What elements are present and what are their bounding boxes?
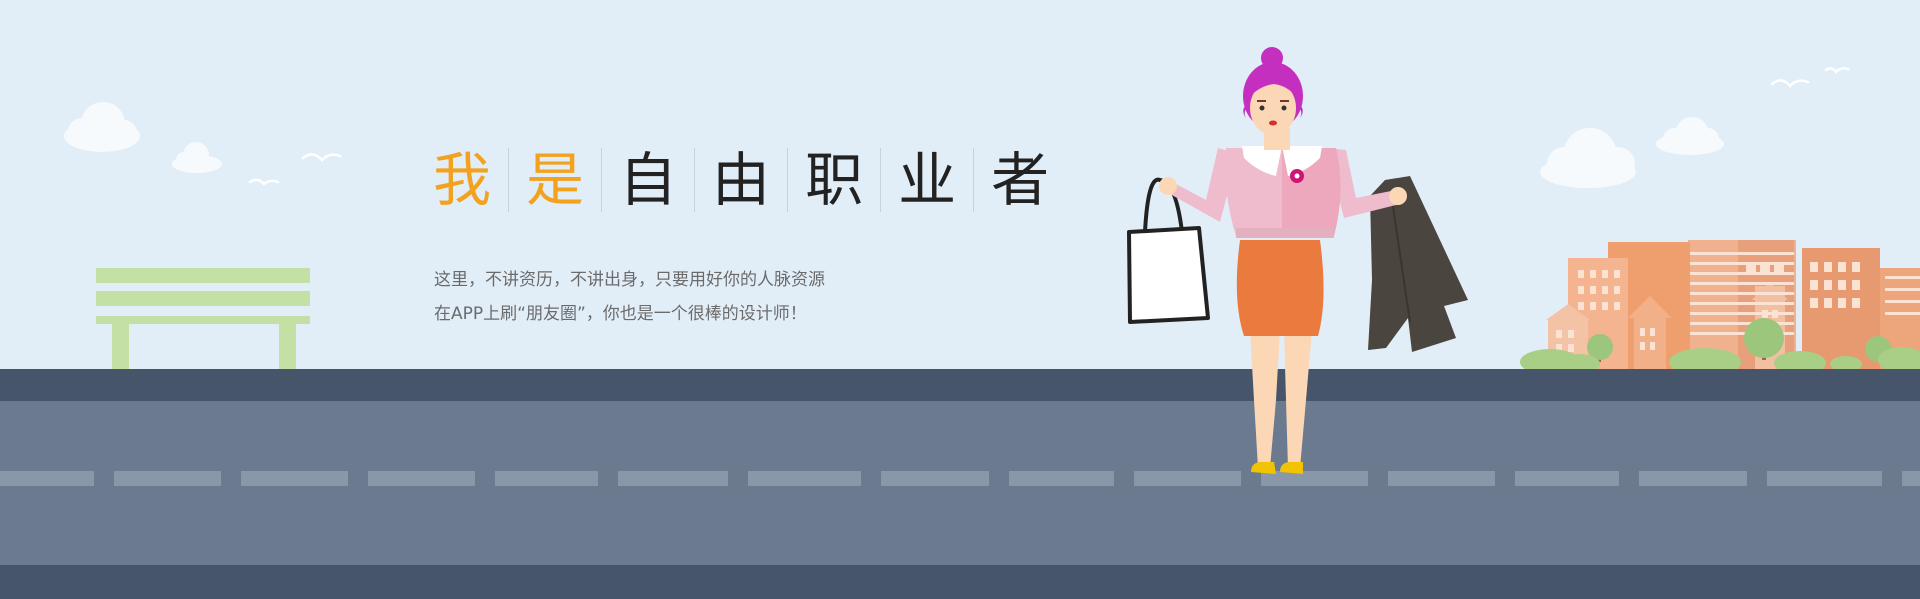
headline-char: 者 bbox=[973, 148, 1066, 212]
description: 这里，不讲资历，不讲出身，只要用好你的人脉资源 在APP上刷“朋友圈”，你也是一… bbox=[434, 263, 954, 331]
headline-char: 业 bbox=[880, 148, 973, 212]
tree-icon bbox=[1520, 318, 1920, 376]
shopping-bag-icon bbox=[1127, 177, 1210, 324]
cloud-icon bbox=[1656, 117, 1724, 155]
woman-illustration bbox=[1127, 47, 1468, 474]
cloud-icon bbox=[1540, 128, 1636, 188]
headline-char: 职 bbox=[787, 148, 880, 212]
cloud-icon bbox=[64, 102, 140, 152]
headline-char: 是 bbox=[508, 148, 601, 212]
headline-char: 自 bbox=[601, 148, 694, 212]
cloud-icon bbox=[172, 142, 222, 173]
headline-char: 我 bbox=[433, 146, 492, 214]
description-line: 这里，不讲资历，不讲出身，只要用好你的人脉资源 bbox=[434, 270, 825, 290]
headline-char: 由 bbox=[694, 148, 787, 212]
bench-icon bbox=[96, 268, 310, 369]
headline: 我 是 自 由 职 业 者 bbox=[428, 148, 1066, 212]
flower-brooch-icon bbox=[1290, 169, 1304, 183]
description-line: 在APP上刷“朋友圈”，你也是一个很棒的设计师！ bbox=[434, 304, 807, 324]
jacket-icon bbox=[1368, 176, 1468, 352]
road bbox=[0, 369, 1920, 599]
bird-icon bbox=[248, 67, 1850, 186]
